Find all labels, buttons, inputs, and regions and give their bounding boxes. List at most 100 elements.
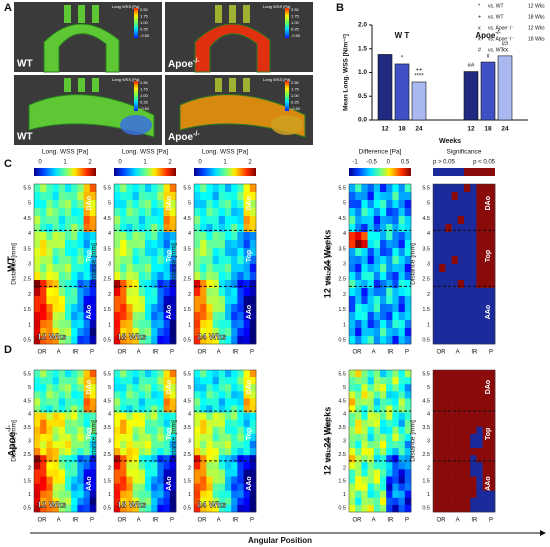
x-tick-label: OR bbox=[118, 518, 128, 524]
map-cell bbox=[457, 256, 465, 265]
map-cell bbox=[433, 208, 440, 217]
map-cell bbox=[138, 312, 146, 321]
map-cell bbox=[132, 272, 140, 281]
map-cell bbox=[482, 377, 490, 385]
map-cell bbox=[114, 184, 121, 193]
map-cell bbox=[218, 398, 226, 406]
colorbar-tick: 0 bbox=[387, 160, 391, 166]
region-label: AAo bbox=[246, 305, 253, 319]
map-cell bbox=[373, 405, 381, 413]
y-tick-label: 4.5 bbox=[422, 398, 430, 404]
map-cell bbox=[482, 200, 490, 209]
map-cell bbox=[355, 398, 362, 406]
map-cell bbox=[77, 280, 84, 289]
map-cell bbox=[132, 264, 140, 273]
map-cell bbox=[34, 320, 41, 329]
map-cell bbox=[237, 504, 244, 513]
map-cell bbox=[392, 304, 399, 313]
map-cell bbox=[120, 370, 127, 378]
map-cell bbox=[151, 288, 158, 297]
map-cell bbox=[231, 200, 238, 209]
map-cell bbox=[58, 412, 66, 420]
colorbar-title: Long. WSS [Pa] bbox=[202, 149, 248, 156]
map-cell bbox=[83, 412, 91, 420]
map-cell bbox=[451, 405, 459, 413]
map-cell bbox=[120, 248, 127, 257]
map-cell bbox=[138, 264, 146, 273]
map-cell bbox=[71, 419, 78, 428]
map-cell bbox=[114, 504, 121, 513]
map-cell bbox=[367, 184, 375, 193]
map-cell bbox=[151, 336, 158, 345]
colorbar bbox=[134, 81, 138, 111]
map-cell bbox=[77, 426, 84, 435]
map-cell bbox=[439, 469, 446, 477]
map-cell bbox=[83, 433, 91, 442]
map-cell bbox=[398, 426, 406, 435]
map-cell bbox=[433, 448, 440, 456]
map-cell bbox=[83, 240, 91, 249]
map-cell bbox=[206, 288, 213, 297]
map-cell bbox=[194, 224, 201, 233]
map-cell bbox=[488, 377, 496, 385]
map-cell bbox=[367, 232, 375, 241]
map-cell bbox=[132, 200, 140, 209]
map-cell bbox=[169, 224, 177, 233]
map-cell bbox=[386, 483, 393, 491]
map-cell bbox=[46, 490, 53, 499]
map-cell bbox=[355, 320, 362, 329]
legend-detail: 18 Wks bbox=[528, 14, 545, 20]
map-cell bbox=[89, 336, 97, 345]
map-cell bbox=[52, 419, 60, 428]
map-cell bbox=[120, 391, 127, 399]
map-cell bbox=[361, 462, 368, 470]
map-cell bbox=[392, 426, 399, 435]
map-cell bbox=[138, 288, 146, 297]
map-cell bbox=[392, 469, 399, 477]
map-cell bbox=[163, 433, 171, 442]
map-cell bbox=[212, 497, 220, 506]
map-cell bbox=[138, 208, 146, 217]
map-cell bbox=[58, 426, 66, 435]
map-cell bbox=[114, 462, 121, 470]
map-cell bbox=[132, 490, 140, 499]
map-cell bbox=[488, 216, 496, 225]
y-tick-label: 3 bbox=[427, 261, 430, 267]
x-tick-label: IR bbox=[387, 350, 394, 356]
y-tick-label: 2.5 bbox=[422, 452, 430, 458]
map-cell bbox=[457, 433, 465, 442]
map-cell bbox=[243, 405, 251, 413]
map-cell bbox=[200, 312, 207, 321]
map-cell bbox=[433, 384, 440, 392]
map-cell bbox=[361, 455, 368, 463]
map-cell bbox=[120, 426, 127, 435]
map-cell bbox=[40, 391, 47, 399]
map-cell bbox=[237, 370, 244, 378]
map-cell bbox=[163, 391, 171, 399]
map-cell bbox=[46, 216, 53, 225]
map-cell bbox=[58, 296, 66, 305]
low-wss bbox=[271, 115, 303, 135]
map-cell bbox=[476, 370, 483, 378]
map-cell bbox=[114, 296, 121, 305]
map-cell bbox=[488, 448, 496, 456]
map-cell bbox=[218, 200, 226, 209]
map-cell bbox=[120, 483, 127, 491]
map-cell bbox=[77, 412, 84, 420]
map-cell bbox=[243, 441, 251, 449]
map-cell bbox=[151, 490, 158, 499]
map-cell bbox=[488, 304, 496, 313]
map-cell bbox=[138, 462, 146, 470]
map-cell bbox=[151, 384, 158, 392]
map-cell bbox=[89, 272, 97, 281]
map-cell bbox=[355, 224, 362, 233]
map-cell bbox=[126, 448, 133, 456]
map-cell bbox=[151, 184, 158, 193]
map-cell bbox=[218, 497, 226, 506]
map-cell bbox=[145, 497, 152, 506]
map-cell bbox=[380, 256, 387, 265]
map-cell bbox=[470, 304, 477, 313]
colorbar-tick: 2.50 bbox=[140, 80, 149, 85]
map-cell bbox=[451, 336, 459, 345]
map-cell bbox=[386, 377, 393, 385]
